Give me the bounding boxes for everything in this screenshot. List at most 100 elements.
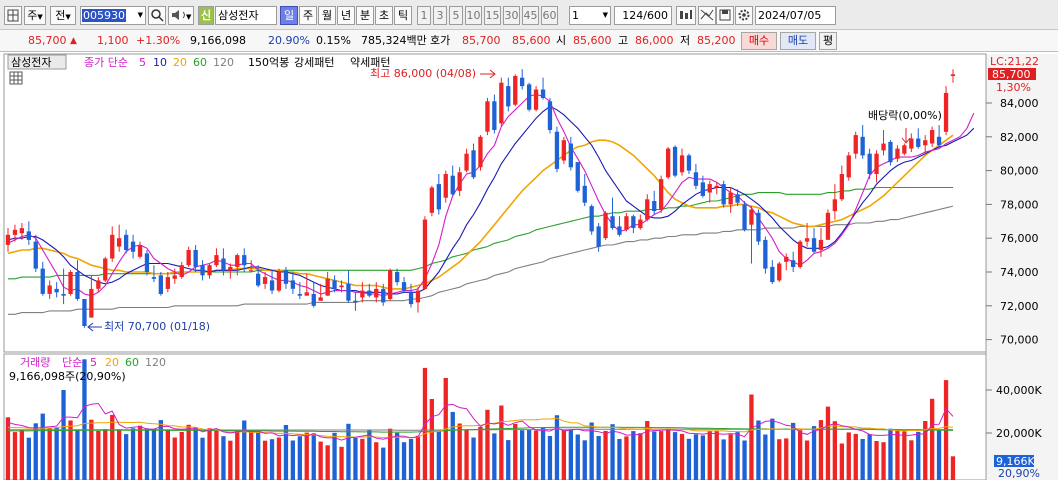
candle-body (276, 272, 282, 291)
axis-time-label: LC:21,22 (990, 55, 1039, 68)
volume-bar (353, 437, 358, 480)
volume-bar (784, 438, 789, 480)
volume-bar (339, 446, 344, 480)
period-button[interactable]: 틱 (394, 6, 412, 25)
candle-body (235, 255, 240, 267)
candle-body (638, 219, 643, 229)
date-input[interactable]: 2024/07/05 (755, 6, 836, 25)
volume-bar (346, 423, 351, 480)
type-select-label: 주 (27, 9, 38, 22)
volume-bar (832, 421, 837, 480)
up-arrow-icon: ▲ (70, 36, 77, 46)
candle-body (269, 280, 275, 291)
volume-bar (235, 430, 240, 480)
candle-body (19, 228, 24, 234)
evaluate-button[interactable]: 평 (819, 32, 837, 50)
low-annotation: 최저 70,700 (01/18) (104, 320, 210, 333)
candle-body (61, 294, 66, 296)
interval-button[interactable]: 5 (449, 6, 463, 25)
settings-button[interactable] (735, 6, 753, 25)
stock-name-field[interactable]: 삼성전자 (215, 6, 277, 25)
interval-button[interactable]: 1 (417, 6, 431, 25)
volume-bar (527, 429, 532, 480)
grid-icon[interactable] (4, 6, 22, 25)
type-select[interactable]: 주▼ (24, 6, 46, 25)
interval-button[interactable]: 15 (484, 6, 501, 25)
candle-body (457, 172, 462, 191)
buy-button[interactable]: 매수 (741, 32, 777, 50)
chevron-down-icon: ▼ (65, 13, 71, 21)
candle-body (124, 234, 129, 250)
candle-body (408, 292, 414, 305)
interval-button[interactable]: 45 (522, 6, 539, 25)
volume-bar (756, 420, 761, 480)
period-button[interactable]: 초 (375, 6, 393, 25)
search-button[interactable] (148, 6, 166, 25)
vol-ma-line-5 (7, 402, 954, 441)
ma-line-20 (7, 134, 954, 290)
market-select[interactable]: 전▼ (50, 6, 76, 25)
chevron-down-icon: ▼ (602, 11, 608, 19)
candle-body (617, 226, 622, 235)
candle-body (527, 84, 532, 110)
speaker-button[interactable]: ▼ (168, 6, 194, 25)
candle-body (179, 265, 184, 277)
stock-code-input[interactable]: 005930 ▼ (80, 6, 146, 25)
candle-body (582, 185, 587, 203)
period-button[interactable]: 일 (280, 6, 298, 25)
interval-button[interactable]: 10 (465, 6, 482, 25)
volume-bar (325, 445, 330, 480)
count-input[interactable]: 124/600 (614, 6, 672, 25)
volume-bar (158, 420, 163, 480)
interval-button[interactable]: 3 (433, 6, 447, 25)
period-button[interactable]: 년 (337, 6, 355, 25)
candle-body (659, 179, 664, 210)
volume-bar (485, 409, 490, 480)
sell-button[interactable]: 매도 (780, 32, 816, 50)
candle-body (568, 143, 573, 168)
draw-tool-button[interactable] (698, 6, 716, 25)
low-price: 85,200 (697, 34, 736, 47)
candle-body (353, 300, 358, 303)
ma-legend-20: 20 (173, 56, 187, 69)
candle-body (172, 275, 177, 279)
stock-chart[interactable]: 84,000 82,000 80,000 78,000 76,000 74,000 72,0… (0, 52, 1058, 480)
candle-body (763, 239, 768, 269)
volume-bar (256, 431, 261, 480)
candle-body (804, 238, 810, 242)
table-icon[interactable] (9, 71, 23, 85)
interval-button[interactable]: 30 (503, 6, 520, 25)
stock-label-box[interactable] (7, 54, 67, 70)
candle-body (540, 89, 546, 98)
volume-bar (770, 418, 775, 480)
volume-tick-label: 20,000K (996, 427, 1042, 440)
volume-bar (679, 433, 685, 480)
period-button[interactable]: 주 (299, 6, 317, 25)
candle-body (82, 299, 87, 326)
vol-ma-legend-20: 20 (105, 356, 119, 369)
interval-button[interactable]: 60 (541, 6, 558, 25)
volume-bar (902, 431, 907, 480)
pattern-label-strong: 강세패턴 (294, 56, 334, 69)
volume-bar (672, 432, 678, 480)
candle-body (853, 135, 858, 154)
vol-ma-legend-60: 60 (125, 356, 139, 369)
volume-bar (33, 423, 38, 480)
candle-body (923, 140, 928, 146)
period-button[interactable]: 월 (318, 6, 336, 25)
chevron-down-icon: ▼ (137, 11, 143, 19)
crosshair-icon (700, 9, 714, 21)
volume-bar (5, 417, 11, 480)
gear-icon (738, 9, 750, 21)
volume-bar (950, 456, 956, 480)
volume-bar (895, 429, 900, 480)
candle-body (561, 140, 566, 161)
period-button[interactable]: 분 (356, 6, 374, 25)
price-tick-label: 82,000 (1000, 131, 1039, 144)
candle-body (603, 212, 608, 239)
chart-settings-button[interactable] (676, 6, 696, 25)
price-tick-label: 70,000 (1000, 334, 1039, 347)
save-button[interactable] (716, 6, 734, 25)
unit-input[interactable]: 1 ▼ (569, 6, 611, 25)
